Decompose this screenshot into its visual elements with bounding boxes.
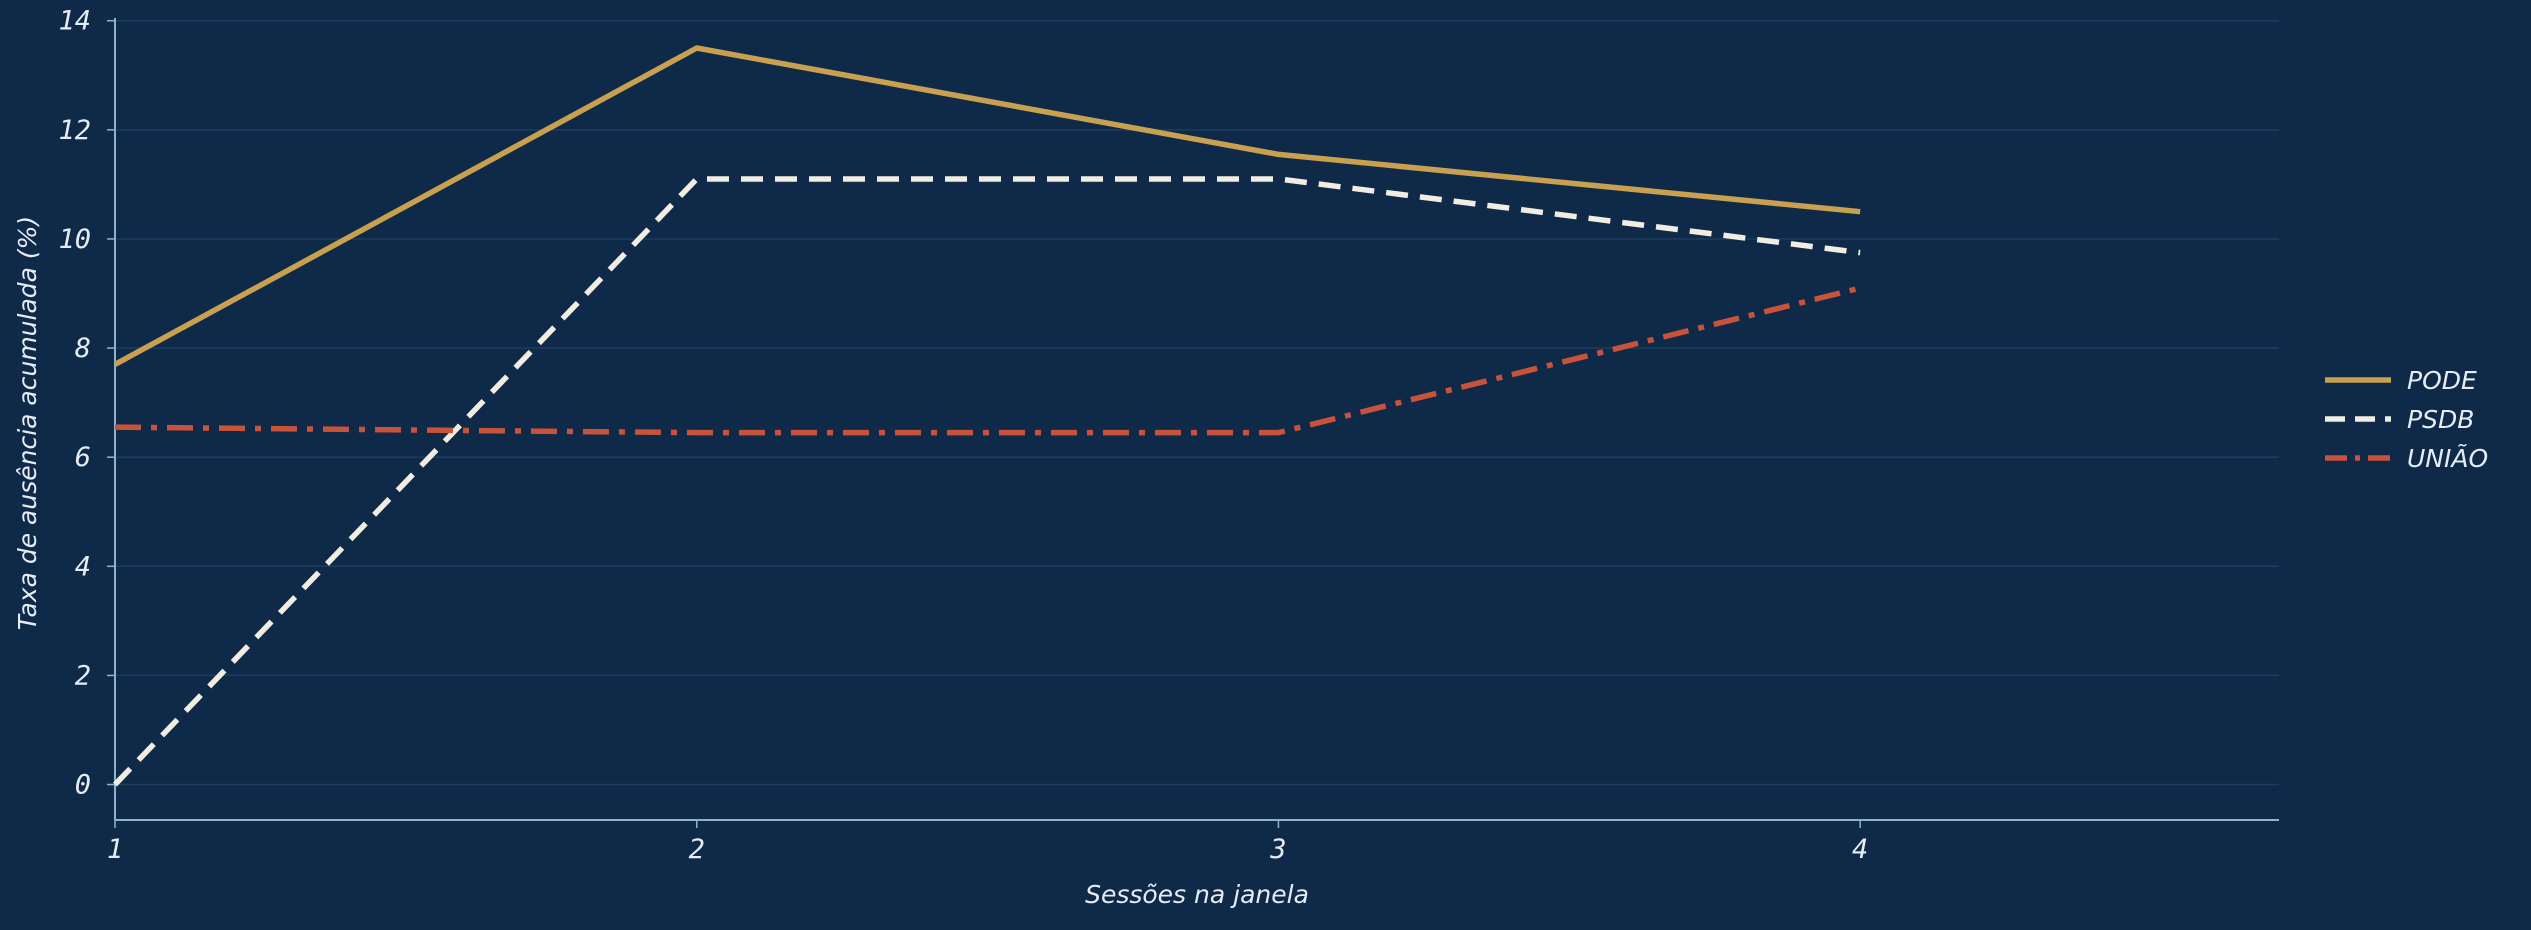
y-tick-label: 2: [75, 660, 91, 691]
legend-label: UNIÃO: [2407, 443, 2488, 473]
x-tick-label: 3: [1269, 834, 1286, 865]
x-tick-label: 1: [107, 834, 123, 865]
legend-label: PSDB: [2407, 405, 2474, 434]
x-tick-label: 4: [1852, 834, 1868, 865]
legend-label: PODE: [2407, 366, 2477, 395]
gridlines: [115, 19, 2279, 786]
series-lines: [113, 45, 1861, 787]
axes: [107, 18, 2279, 828]
y-tick-label: 4: [75, 551, 91, 582]
y-tick-label: 8: [75, 333, 91, 364]
x-tick-label: 2: [689, 834, 705, 865]
y-tick-label: 14: [58, 6, 91, 37]
y-axis-title: Taxa de ausência acumulada (%): [13, 216, 42, 630]
y-tick-label: 10: [58, 224, 91, 255]
series-line-união: [114, 285, 1861, 436]
y-tick-label: 0: [75, 770, 91, 801]
y-tick-label: 12: [58, 115, 91, 146]
series-line-psdb: [113, 176, 1861, 787]
legend: PODE PSDB UNIÃO: [2325, 366, 2488, 473]
series-line-pode: [113, 45, 1861, 367]
x-axis-title: Sessões na janela: [1085, 880, 1309, 909]
y-tick-label: 6: [75, 442, 91, 473]
